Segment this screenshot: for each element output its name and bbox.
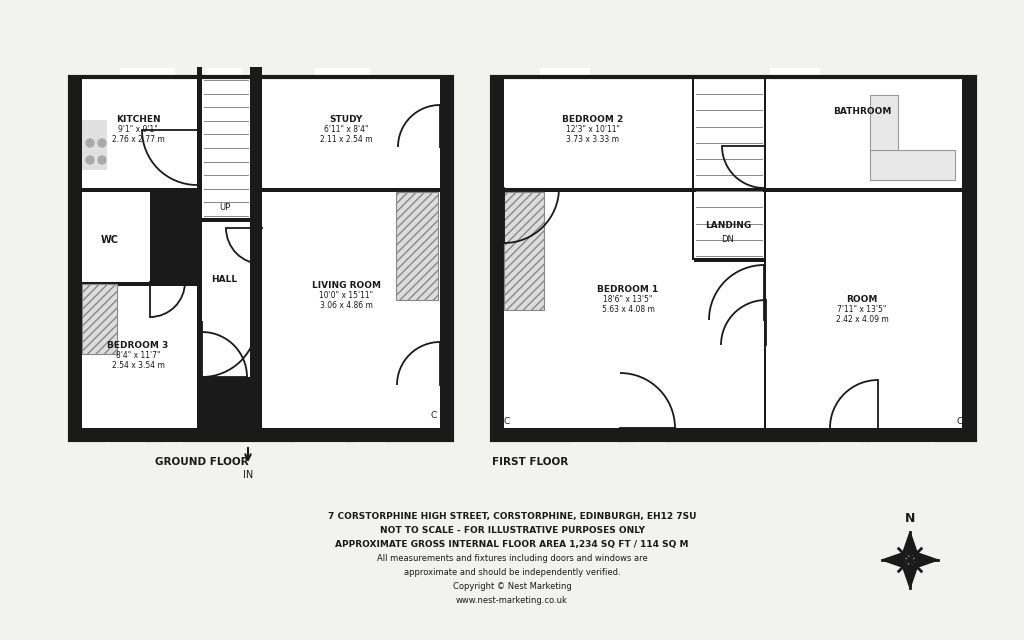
Bar: [870, 95, 898, 150]
Text: GROUND FLOOR: GROUND FLOOR: [155, 457, 249, 467]
Bar: [635, 438, 665, 443]
Text: 8'4" x 11'7": 8'4" x 11'7": [116, 351, 160, 360]
Bar: [70, 77, 452, 440]
Text: FIRST FLOOR: FIRST FLOOR: [492, 457, 568, 467]
Text: 2.54 x 3.54 m: 2.54 x 3.54 m: [112, 360, 165, 369]
Bar: [295, 438, 345, 443]
Bar: [764, 77, 766, 260]
Bar: [492, 77, 975, 440]
Bar: [504, 78, 692, 188]
Text: HALL: HALL: [211, 275, 238, 285]
Text: 2.76 x 2.77 m: 2.76 x 2.77 m: [112, 136, 165, 145]
Text: 2.42 x 4.09 m: 2.42 x 4.09 m: [836, 316, 889, 324]
Text: BEDROOM 2: BEDROOM 2: [562, 115, 624, 125]
Bar: [82, 188, 197, 192]
Polygon shape: [882, 552, 905, 568]
Text: 2.11 x 2.54 m: 2.11 x 2.54 m: [319, 136, 373, 145]
Bar: [262, 78, 440, 188]
Text: UP: UP: [219, 204, 230, 212]
Text: www.nest-marketing.co.uk: www.nest-marketing.co.uk: [456, 596, 568, 605]
Bar: [262, 188, 440, 192]
Bar: [163, 438, 183, 443]
Bar: [766, 78, 962, 188]
Text: 9'1" x 9'1": 9'1" x 9'1": [118, 125, 158, 134]
Bar: [262, 188, 440, 192]
Text: 5.63 x 4.08 m: 5.63 x 4.08 m: [601, 305, 654, 314]
Bar: [820, 438, 860, 443]
Bar: [355, 438, 385, 443]
Bar: [120, 68, 175, 80]
Polygon shape: [902, 565, 918, 588]
Text: LIVING ROOM: LIVING ROOM: [311, 280, 381, 289]
Bar: [250, 67, 262, 428]
Circle shape: [86, 139, 94, 147]
Text: 6'11" x 8'4": 6'11" x 8'4": [324, 125, 369, 134]
Bar: [504, 188, 764, 428]
Circle shape: [86, 156, 94, 164]
Text: C: C: [431, 410, 437, 419]
Bar: [764, 192, 766, 428]
Bar: [770, 68, 820, 80]
Text: NOT TO SCALE - FOR ILLUSTRATIVE PURPOSES ONLY: NOT TO SCALE - FOR ILLUSTRATIVE PURPOSES…: [380, 526, 644, 535]
Text: BATHROOM: BATHROOM: [833, 108, 891, 116]
Bar: [492, 77, 975, 440]
Bar: [694, 258, 764, 262]
Text: C: C: [956, 417, 964, 426]
Text: 7 CORSTORPHINE HIGH STREET, CORSTORPHINE, EDINBURGH, EH12 7SU: 7 CORSTORPHINE HIGH STREET, CORSTORPHINE…: [328, 512, 696, 521]
Bar: [504, 188, 766, 192]
Bar: [504, 192, 544, 310]
Text: 10'0" x 15'11": 10'0" x 15'11": [318, 291, 373, 300]
Text: BEDROOM 1: BEDROOM 1: [597, 285, 658, 294]
Polygon shape: [915, 552, 938, 568]
Text: 18'6" x 13'5": 18'6" x 13'5": [603, 296, 652, 305]
Text: C: C: [504, 417, 510, 426]
Text: DN: DN: [722, 236, 734, 244]
Bar: [572, 438, 617, 443]
Text: 3.73 x 3.33 m: 3.73 x 3.33 m: [566, 136, 620, 145]
Bar: [540, 68, 590, 80]
Bar: [202, 218, 250, 222]
Polygon shape: [902, 532, 918, 555]
Bar: [82, 282, 197, 286]
Text: 7'11" x 13'5": 7'11" x 13'5": [838, 305, 887, 314]
Bar: [766, 188, 962, 192]
Bar: [82, 78, 197, 188]
Bar: [202, 218, 250, 377]
Text: Copyright © Nest Marketing: Copyright © Nest Marketing: [453, 582, 571, 591]
Bar: [766, 188, 962, 428]
Text: 3.06 x 4.86 m: 3.06 x 4.86 m: [319, 301, 373, 310]
Text: IN: IN: [243, 470, 253, 480]
Text: APPROXIMATE GROSS INTERNAL FLOOR AREA 1,234 SQ FT / 114 SQ M: APPROXIMATE GROSS INTERNAL FLOOR AREA 1,…: [335, 540, 689, 549]
Bar: [70, 77, 452, 440]
Bar: [694, 78, 764, 258]
Bar: [692, 77, 694, 260]
Bar: [202, 78, 250, 218]
Bar: [82, 188, 150, 282]
Text: All measurements and fixtures including doors and windows are: All measurements and fixtures including …: [377, 554, 647, 563]
Bar: [82, 284, 117, 354]
Bar: [396, 192, 438, 300]
Bar: [870, 438, 905, 443]
Bar: [197, 67, 202, 428]
Text: ROOM: ROOM: [846, 296, 878, 305]
Bar: [82, 120, 106, 170]
Text: KITCHEN: KITCHEN: [116, 115, 161, 125]
Circle shape: [98, 156, 106, 164]
Bar: [315, 68, 370, 80]
Bar: [870, 150, 955, 180]
Text: 12'3" x 10'11": 12'3" x 10'11": [566, 125, 620, 134]
Text: STUDY: STUDY: [330, 115, 362, 125]
Circle shape: [98, 139, 106, 147]
Bar: [262, 188, 440, 428]
Text: BEDROOM 3: BEDROOM 3: [108, 340, 169, 349]
Text: WC: WC: [101, 235, 119, 245]
Text: LANDING: LANDING: [705, 221, 752, 230]
Bar: [105, 438, 145, 443]
Text: C: C: [254, 136, 260, 145]
Bar: [206, 68, 242, 80]
Text: N: N: [905, 512, 915, 525]
Bar: [905, 438, 935, 443]
Text: approximate and should be independently verified.: approximate and should be independently …: [403, 568, 621, 577]
Bar: [82, 282, 197, 428]
